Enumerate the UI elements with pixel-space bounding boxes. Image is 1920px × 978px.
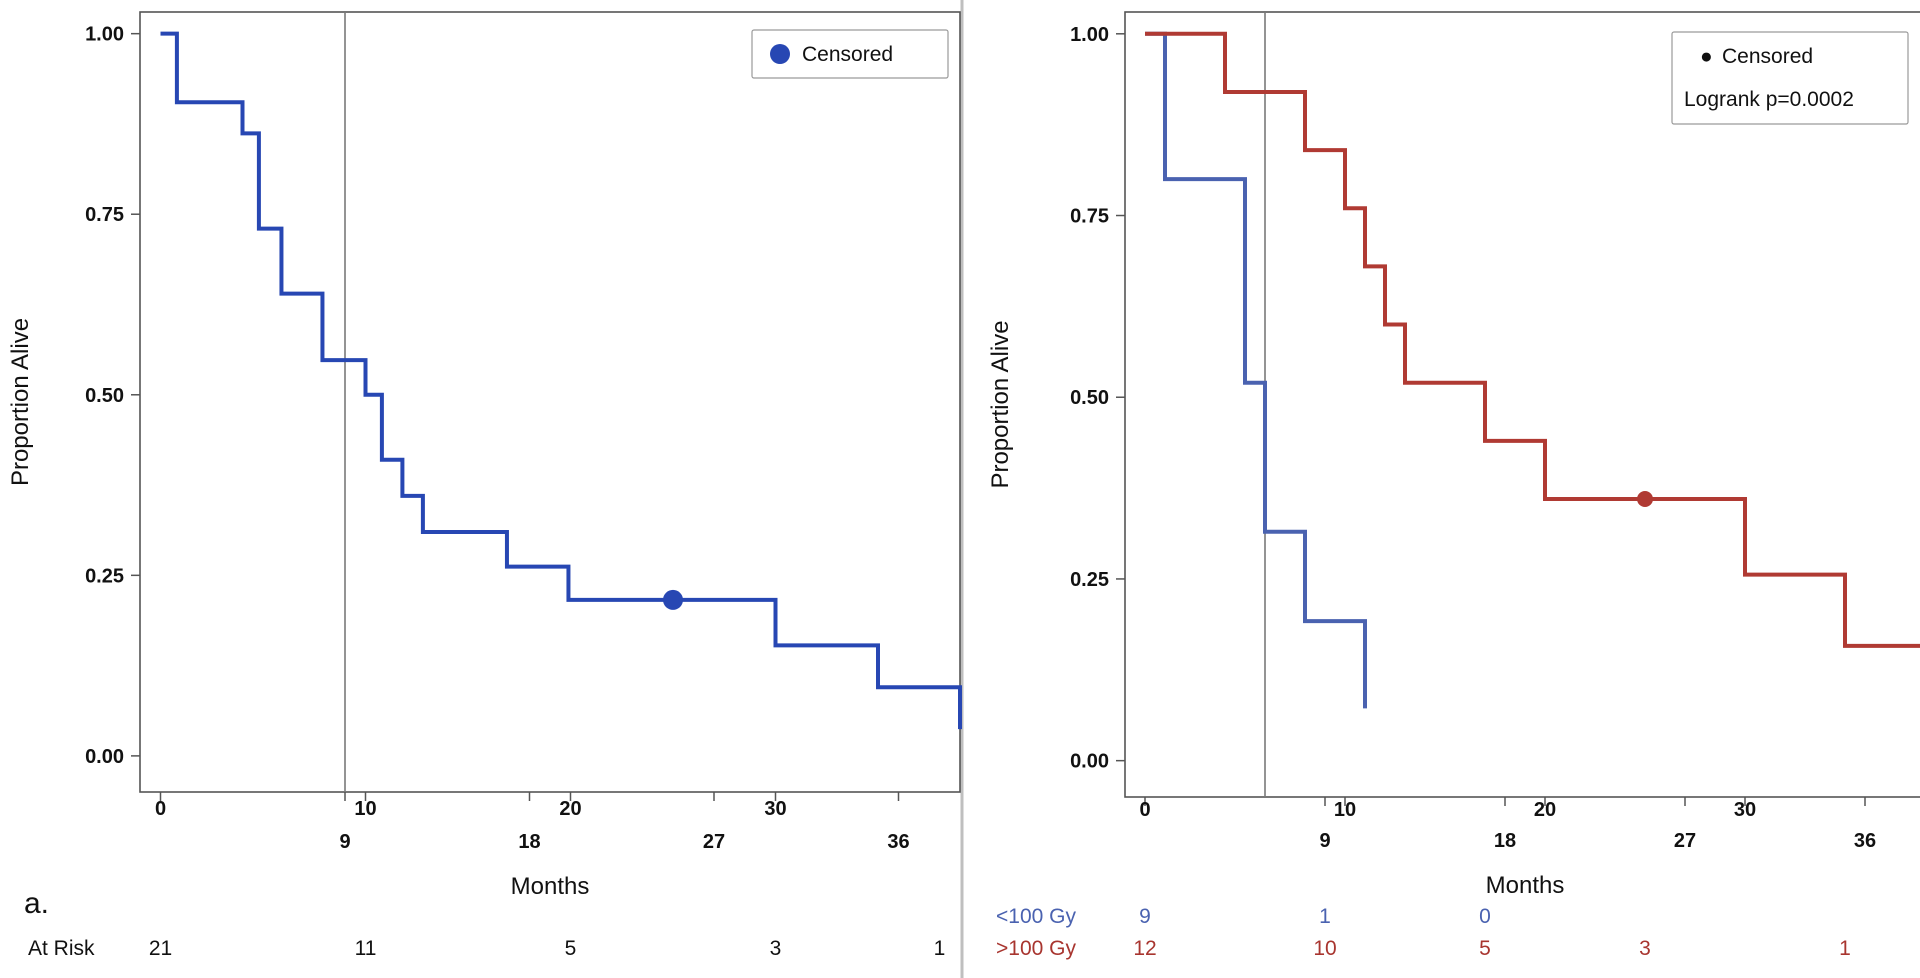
y-tick-label: 0.00	[1070, 751, 1109, 773]
x-tick-label: 30	[764, 798, 786, 820]
at-risk-label: At Risk	[28, 937, 95, 960]
x-tick-label: 10	[354, 798, 376, 820]
legend-censored-label: Censored	[1722, 45, 1813, 68]
y-axis-label: Proportion Alive	[7, 318, 34, 486]
logrank-p-value: Logrank p=0.0002	[1684, 88, 1854, 111]
at-risk-count: 5	[565, 937, 577, 960]
censored-marker	[1637, 490, 1653, 507]
at-risk-group-name: >100 Gy	[996, 937, 1076, 960]
plot-frame	[1124, 11, 1920, 798]
x-tick-label-secondary: 9	[1319, 830, 1330, 852]
x-tick-label-secondary: 18	[1494, 830, 1516, 852]
x-tick-label-secondary: 27	[1674, 830, 1696, 852]
at-risk-count: 11	[355, 937, 377, 960]
at-risk-count: 1	[1319, 905, 1331, 928]
at-risk-count: 1	[934, 937, 946, 960]
y-tick-label: 1.00	[85, 24, 124, 46]
at-risk-count: 10	[1313, 937, 1336, 960]
censored-marker	[663, 589, 683, 610]
legend-box	[751, 29, 949, 79]
legend-censored-marker	[770, 44, 790, 64]
legend-box	[1671, 31, 1909, 125]
x-axis-label: Months	[511, 873, 590, 900]
legend-censored-label: Censored	[802, 43, 893, 66]
x-tick-label-secondary: 27	[703, 831, 725, 853]
at-risk-count: 12	[1133, 937, 1156, 960]
y-tick-label: 1.00	[1070, 24, 1109, 46]
at-risk-count: 3	[770, 937, 782, 960]
x-tick-label: 30	[1734, 799, 1756, 821]
y-tick-label: 0.25	[85, 565, 124, 587]
at-risk-count: 1	[1839, 937, 1851, 960]
chart-panel-1: 0.00 0.25 0.50 0.75 1.00 0 10 20 30 9 18 27 36 Months…	[7, 11, 962, 960]
at-risk-count: 5	[1479, 937, 1491, 960]
x-tick-label: 20	[559, 798, 581, 820]
x-tick-label-secondary: 36	[887, 831, 909, 853]
x-tick-label: 20	[1534, 799, 1556, 821]
y-axis-label: Proportion Alive	[987, 320, 1014, 488]
y-tick-label: 0.75	[1070, 206, 1109, 228]
at-risk-count: 9	[1139, 905, 1151, 928]
x-tick-label: 0	[1139, 799, 1150, 821]
km-curve-series-1	[1145, 31, 1367, 709]
panel-label: a.	[24, 887, 49, 920]
at-risk-count: 0	[1479, 905, 1491, 928]
y-tick-label: 0.50	[1070, 387, 1109, 409]
km-curve-series-2	[1145, 31, 1920, 648]
y-tick-label: 0.75	[85, 204, 124, 226]
at-risk-count: 21	[149, 937, 172, 960]
at-risk-count: 3	[1639, 937, 1651, 960]
x-tick-label: 10	[1334, 799, 1356, 821]
y-tick-label: 0.50	[85, 385, 124, 407]
x-tick-label: 0	[155, 798, 166, 820]
x-tick-label-secondary: 9	[339, 831, 350, 853]
chart-panel-2: 0.000.250.500.751.000 10 20 309 18 27 36Months…	[987, 11, 1920, 960]
x-axis-label: Months	[1486, 872, 1565, 899]
at-risk-group-name: <100 Gy	[996, 905, 1076, 928]
km-curve-series-1	[160, 31, 962, 730]
y-tick-label: 0.25	[1070, 569, 1109, 591]
legend-censored-icon: ●	[1700, 45, 1713, 68]
y-tick-label: 0.00	[85, 746, 124, 768]
x-tick-label-secondary: 18	[518, 831, 540, 853]
x-tick-label-secondary: 36	[1854, 830, 1876, 852]
plot-frame	[139, 11, 961, 793]
